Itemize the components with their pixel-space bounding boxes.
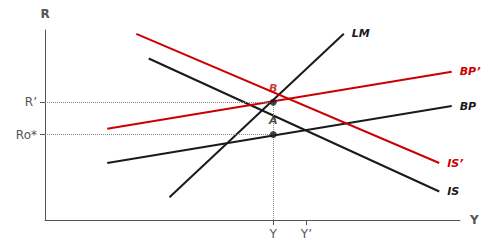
svg-text:Ro*: Ro* [16, 128, 37, 142]
svg-text:R’: R’ [25, 95, 37, 109]
svg-text:A: A [268, 114, 278, 127]
svg-text:IS’: IS’ [447, 157, 463, 170]
svg-text:BP’: BP’ [460, 65, 481, 78]
svg-text:Y: Y [469, 213, 479, 227]
svg-text:Y: Y [269, 227, 278, 241]
svg-text:B: B [269, 82, 277, 95]
svg-text:LM: LM [352, 27, 370, 40]
svg-text:Y’: Y’ [300, 227, 312, 241]
svg-text:IS: IS [447, 185, 459, 198]
svg-text:BP: BP [460, 100, 476, 113]
svg-text:R: R [40, 7, 49, 21]
